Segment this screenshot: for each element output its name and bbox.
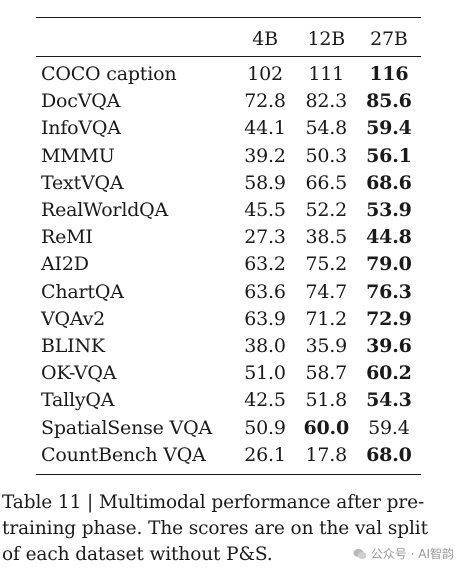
row-label: MMMU	[41, 144, 115, 167]
value-27b: 54.3	[366, 389, 412, 412]
value-27b: 59.4	[368, 416, 410, 439]
row-label: AI2D	[41, 253, 89, 276]
table-row: TallyQA 42.5 51.8 54.3	[36, 387, 421, 414]
value-4b: 45.5	[244, 199, 286, 222]
value-12b: 35.9	[305, 334, 347, 357]
table-body: COCO caption 102 111 116 DocVQA 72.8 82.3 85.6 I…	[36, 57, 421, 474]
value-27b: 60.2	[366, 362, 412, 385]
table-row: InfoVQA 44.1 54.8 59.4	[36, 115, 421, 142]
value-12b: 54.8	[305, 117, 347, 140]
row-label: ChartQA	[41, 280, 124, 303]
value-27b: 39.6	[366, 334, 412, 357]
value-27b: 72.9	[366, 307, 412, 330]
header-12b: 12B	[307, 27, 345, 50]
value-12b: 74.7	[305, 280, 347, 303]
value-12b: 58.7	[305, 362, 347, 385]
value-27b: 76.3	[366, 280, 412, 303]
row-label: TallyQA	[41, 389, 115, 412]
caption-line: training phase. The scores are on the va…	[2, 518, 428, 539]
table-row: ChartQA 63.6 74.7 76.3	[36, 279, 421, 306]
value-4b: 58.9	[244, 171, 286, 194]
row-label: SpatialSense VQA	[41, 416, 212, 439]
row-label: BLINK	[41, 334, 105, 357]
value-12b: 17.8	[305, 443, 347, 466]
row-label: RealWorldQA	[41, 199, 169, 222]
value-27b: 44.8	[366, 226, 412, 249]
watermark: 公众号 · AI智韵	[352, 545, 454, 562]
value-4b: 51.0	[244, 362, 286, 385]
caption-line: Table 11 | Multimodal performance after …	[2, 492, 425, 513]
header-27b: 27B	[370, 27, 408, 50]
value-4b: 63.2	[244, 253, 286, 276]
value-27b: 116	[369, 63, 409, 86]
table-row: COCO caption 102 111 116	[36, 61, 421, 88]
value-27b: 53.9	[366, 199, 412, 222]
row-label: ReMI	[41, 226, 93, 249]
value-27b: 68.6	[366, 171, 412, 194]
row-label: DocVQA	[41, 90, 121, 113]
watermark-text: 公众号 · AI智韵	[370, 547, 454, 561]
value-12b: 51.8	[305, 389, 347, 412]
value-12b: 50.3	[305, 144, 347, 167]
value-12b: 71.2	[305, 307, 347, 330]
table-row: RealWorldQA 45.5 52.2 53.9	[36, 197, 421, 224]
row-label: InfoVQA	[41, 117, 121, 140]
table-row: ReMI 27.3 38.5 44.8	[36, 224, 421, 251]
value-27b: 59.4	[366, 117, 412, 140]
value-4b: 38.0	[244, 334, 286, 357]
table-row: VQAv2 63.9 71.2 72.9	[36, 306, 421, 333]
value-27b: 56.1	[366, 144, 412, 167]
header-4b: 4B	[252, 27, 278, 50]
row-label: CountBench VQA	[41, 443, 206, 466]
row-label: VQAv2	[41, 307, 106, 330]
value-4b: 72.8	[244, 90, 286, 113]
value-4b: 44.1	[244, 117, 286, 140]
table-row: BLINK 38.0 35.9 39.6	[36, 333, 421, 360]
value-4b: 50.9	[244, 416, 286, 439]
table-row: AI2D 63.2 75.2 79.0	[36, 251, 421, 278]
value-27b: 68.0	[366, 443, 412, 466]
row-label: COCO caption	[41, 63, 177, 86]
value-12b: 38.5	[305, 226, 347, 249]
top-rule	[36, 17, 421, 18]
table-header: 4B 12B 27B	[36, 18, 421, 56]
row-label: OK-VQA	[41, 362, 117, 385]
caption-line: of each dataset without P&S.	[2, 544, 273, 565]
wechat-icon	[353, 548, 367, 560]
value-12b: 66.5	[305, 171, 347, 194]
value-12b: 52.2	[305, 199, 347, 222]
value-27b: 79.0	[366, 253, 412, 276]
value-12b: 60.0	[303, 416, 349, 439]
table-row: SpatialSense VQA 50.9 60.0 59.4	[36, 414, 421, 441]
value-12b: 111	[308, 63, 345, 86]
table-row: OK-VQA 51.0 58.7 60.2	[36, 360, 421, 387]
value-4b: 26.1	[244, 443, 286, 466]
row-label: TextVQA	[41, 171, 124, 194]
table-caption: Table 11 | Multimodal performance after …	[2, 490, 462, 568]
value-4b: 39.2	[244, 144, 286, 167]
results-table: 4B 12B 27B COCO caption 102 111 116 DocVQA 72…	[36, 17, 421, 475]
table-row: TextVQA 58.9 66.5 68.6	[36, 170, 421, 197]
value-4b: 63.9	[244, 307, 286, 330]
value-4b: 42.5	[244, 389, 286, 412]
value-4b: 27.3	[244, 226, 286, 249]
value-27b: 85.6	[366, 90, 412, 113]
bottom-rule	[36, 473, 421, 475]
value-12b: 75.2	[305, 253, 347, 276]
value-4b: 63.6	[244, 280, 286, 303]
table-row: CountBench VQA 26.1 17.8 68.0	[36, 442, 421, 469]
table-row: MMMU 39.2 50.3 56.1	[36, 143, 421, 170]
header-rule	[36, 56, 421, 57]
table-row: DocVQA 72.8 82.3 85.6	[36, 88, 421, 115]
value-12b: 82.3	[305, 90, 347, 113]
value-4b: 102	[247, 63, 283, 86]
